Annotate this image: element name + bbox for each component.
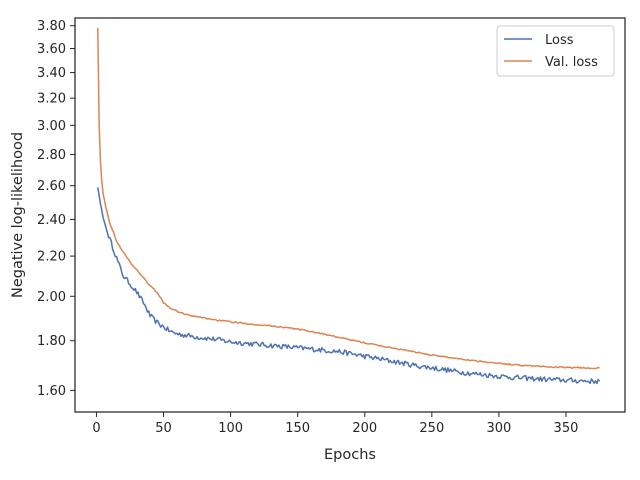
legend-label-loss: Loss: [545, 33, 574, 48]
y-tick-label: 2.20: [37, 250, 66, 265]
x-tick-label: 300: [486, 421, 511, 436]
series-line-0: [97, 187, 601, 385]
y-tick-label: 2.40: [37, 213, 66, 228]
legend-label-val-loss: Val. loss: [545, 55, 598, 70]
y-tick-label: 1.80: [37, 334, 66, 349]
x-axis: 0 50 100 150 200 250 300 350: [92, 412, 578, 436]
y-tick-label: 2.60: [37, 179, 66, 194]
y-tick-label: 3.60: [37, 42, 66, 57]
y-axis: 1.60 1.80 2.00 2.20 2.40 2.60 2.80 3.00 3.20 3.40…: [37, 19, 75, 399]
plot-frame: [74, 17, 626, 413]
y-tick-label: 1.60: [37, 384, 66, 399]
y-tick-label: 2.00: [37, 290, 66, 305]
x-tick-label: 250: [419, 421, 444, 436]
x-tick-label: 50: [155, 421, 172, 436]
legend: Loss Val. loss: [496, 25, 615, 77]
x-tick-label: 200: [352, 421, 377, 436]
y-tick-label: 3.20: [37, 92, 66, 107]
y-tick-label: 3.00: [37, 119, 66, 134]
plot-area: [97, 27, 601, 385]
series-line-1: [97, 27, 600, 370]
y-tick-label: 3.40: [37, 66, 66, 81]
y-tick-label: 2.80: [37, 148, 66, 163]
x-tick-label: 350: [554, 421, 579, 436]
y-tick-label: 3.80: [37, 19, 66, 34]
x-axis-label: Epochs: [324, 447, 376, 463]
x-tick-label: 150: [285, 421, 310, 436]
x-tick-label: 100: [218, 421, 243, 436]
x-tick-label: 0: [92, 421, 100, 436]
y-axis-label: Negative log-likelihood: [10, 132, 26, 298]
